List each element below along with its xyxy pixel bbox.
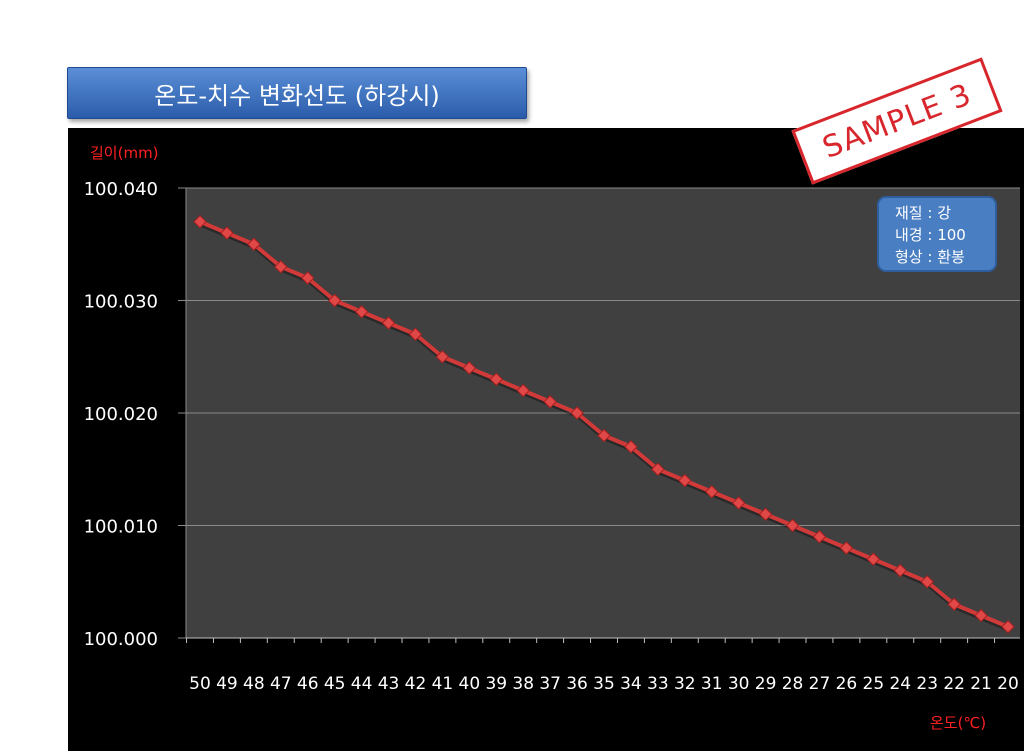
- y-axis-label: 길이(mm): [90, 144, 159, 162]
- data-point: [462, 361, 477, 375]
- x-tick-label: 43: [378, 674, 400, 694]
- data-point: [785, 518, 800, 533]
- data-point: [893, 563, 907, 578]
- x-tick-label: 25: [863, 674, 885, 694]
- x-tick-label: 21: [970, 674, 992, 694]
- data-point: [301, 271, 315, 285]
- data-point: [543, 395, 557, 409]
- data-point: [489, 372, 503, 386]
- x-tick-label: 32: [674, 674, 696, 694]
- x-tick-label: 20: [997, 674, 1019, 694]
- data-point: [812, 530, 827, 544]
- x-tick-label: 46: [297, 674, 319, 694]
- y-tick-label: 100.030: [84, 292, 158, 313]
- x-tick-label: 30: [728, 674, 750, 694]
- x-tick-label: 45: [324, 674, 346, 694]
- x-tick-label: 48: [243, 674, 265, 694]
- x-tick-label: 37: [539, 674, 561, 694]
- data-point: [408, 327, 423, 341]
- data-point: [947, 597, 961, 611]
- info-inner-diameter: 내경 : 100: [895, 226, 966, 244]
- x-tick-label: 36: [566, 674, 588, 694]
- info-shape: 형상 : 환봉: [895, 248, 965, 266]
- x-axis-label: 온도(℃): [930, 714, 987, 732]
- data-point: [624, 440, 638, 454]
- x-tick-label: 29: [755, 674, 777, 694]
- x-tick-label: 40: [459, 674, 481, 694]
- data-point: [516, 383, 530, 398]
- data-point: [974, 608, 988, 623]
- x-tick-label: 35: [593, 674, 615, 694]
- info-material: 재질 : 강: [895, 204, 951, 222]
- y-tick-label: 100.010: [84, 517, 158, 538]
- data-point: [354, 305, 369, 319]
- x-tick-label: 27: [809, 674, 831, 694]
- x-tick-label: 41: [432, 674, 454, 694]
- x-tick-label: 42: [405, 674, 427, 694]
- data-point: [435, 350, 450, 364]
- data-point: [731, 496, 746, 510]
- x-tick-label: 22: [943, 674, 965, 694]
- data-point: [678, 473, 692, 488]
- data-point: [220, 226, 234, 240]
- x-tick-label: 26: [836, 674, 858, 694]
- data-point: [193, 215, 207, 229]
- material-info-box: 재질 : 강 내경 : 100 형상 : 환봉: [877, 196, 997, 272]
- x-tick-label: 44: [351, 674, 373, 694]
- data-point: [327, 293, 342, 308]
- x-tick-label: 49: [216, 674, 238, 694]
- data-point: [1001, 620, 1015, 634]
- y-tick-label: 100.020: [84, 404, 158, 425]
- data-point: [758, 507, 773, 521]
- data-point: [247, 237, 261, 251]
- data-point: [597, 428, 611, 443]
- x-tick-label: 28: [782, 674, 804, 694]
- x-tick-label: 38: [512, 674, 534, 694]
- data-point: [651, 462, 665, 476]
- x-tick-label: 23: [916, 674, 938, 694]
- x-tick-label: 50: [189, 674, 211, 694]
- x-tick-label: 31: [701, 674, 723, 694]
- x-tick-label: 39: [485, 674, 507, 694]
- data-point: [274, 260, 288, 274]
- data-point: [705, 485, 719, 499]
- x-tick-label: 34: [620, 674, 642, 694]
- x-tick-label: 33: [647, 674, 669, 694]
- x-tick-label: 47: [270, 674, 292, 694]
- x-tick-label: 24: [889, 674, 911, 694]
- data-point: [839, 541, 854, 555]
- chart-title: 온도-치수 변화선도 (하강시): [67, 67, 527, 119]
- data-point: [866, 552, 881, 566]
- data-point: [920, 575, 934, 589]
- data-point: [381, 316, 396, 330]
- y-tick-label: 100.000: [84, 629, 158, 650]
- data-point: [570, 406, 584, 420]
- y-tick-label: 100.040: [84, 179, 158, 200]
